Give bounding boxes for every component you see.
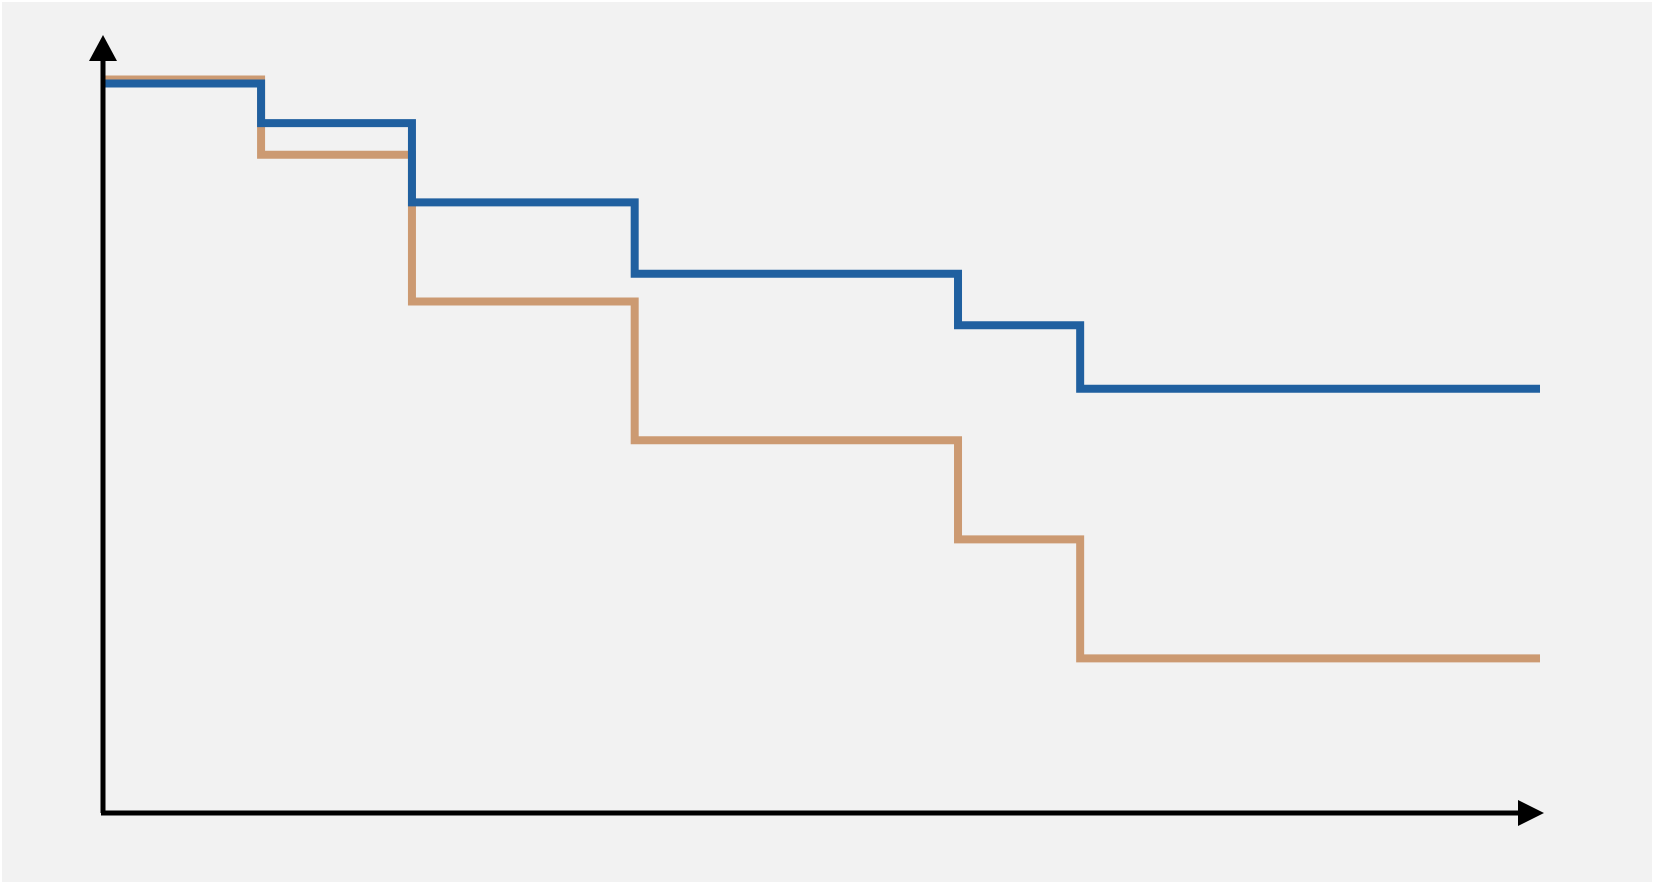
series-line-2 xyxy=(103,75,1540,663)
series-layer xyxy=(103,75,1540,663)
y-axis-arrow-icon xyxy=(89,35,117,61)
axes-layer xyxy=(89,35,1544,826)
x-axis-arrow-icon xyxy=(1518,800,1544,826)
series-line-1 xyxy=(103,79,1540,393)
